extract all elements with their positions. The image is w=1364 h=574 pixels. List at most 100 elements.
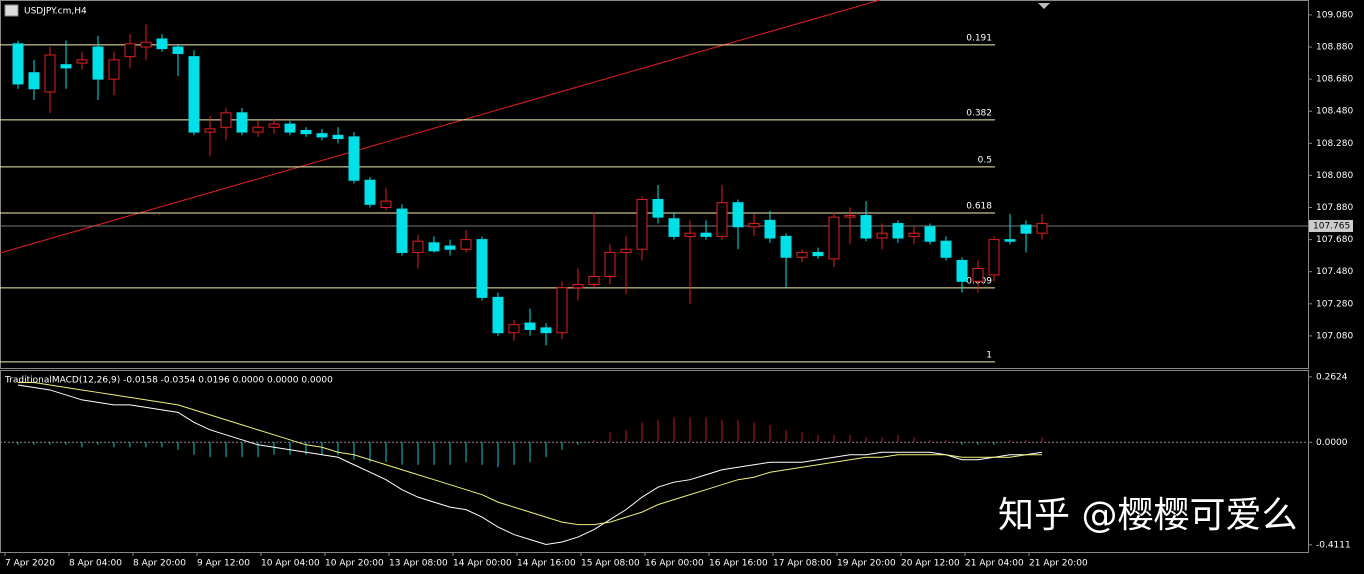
candle-body (460, 239, 472, 250)
plot-layer: 109.080 108.880 108.680 108.480 108.280 108.0… (0, 10, 1353, 569)
shift-marker (1038, 3, 1050, 9)
y-tick-label: 107.280 (1316, 299, 1353, 309)
x-tick-label: 21 Apr 04:00 (965, 559, 1024, 569)
candle-body (972, 267, 984, 282)
candle-body (156, 38, 168, 50)
candle-body (812, 251, 824, 257)
fib-label: 0.191 (966, 33, 992, 43)
macd-title: TraditionalMACD(12,26,9) -0.0158 -0.0354… (4, 376, 333, 386)
fib-label: 0.618 (966, 201, 992, 211)
candle-body (236, 112, 248, 133)
candle-body (332, 134, 344, 140)
candle-body (876, 232, 888, 239)
fib-label: 0.382 (966, 108, 992, 118)
trend-line (0, 0, 881, 254)
candle-body (444, 245, 456, 250)
candle-body (604, 251, 616, 278)
watermark: 知乎 @樱樱可爱么 (998, 495, 1297, 536)
x-tick-label: 9 Apr 12:00 (197, 559, 250, 569)
candle-body (476, 239, 488, 298)
y-tick-label: 107.680 (1316, 235, 1353, 245)
candle-body (300, 129, 312, 135)
candle-body (1036, 223, 1048, 234)
candle-body (572, 284, 584, 289)
candle-body (908, 232, 920, 237)
candle-body (652, 198, 664, 218)
x-tick-label: 8 Apr 04:00 (69, 559, 122, 569)
candle-body (684, 232, 696, 237)
candle-body (348, 136, 360, 181)
candle-body (860, 215, 872, 239)
y-tick-label: 107.880 (1316, 203, 1353, 213)
candle-body (828, 216, 840, 260)
candle-body (892, 223, 904, 239)
candle-body (732, 202, 744, 228)
candle-body (988, 239, 1000, 276)
x-tick-label: 13 Apr 08:00 (389, 559, 448, 569)
x-tick-label: 10 Apr 20:00 (325, 559, 384, 569)
candle-body (76, 59, 88, 64)
y-tick-label: 107.480 (1316, 267, 1353, 277)
x-tick-label: 17 Apr 08:00 (773, 559, 832, 569)
price-panel (0, 0, 1309, 369)
x-tick-label: 14 Apr 00:00 (453, 559, 512, 569)
y-tick-label: 0.2624 (1316, 372, 1348, 382)
y-tick-label: 108.880 (1316, 43, 1353, 53)
macd-line (17, 384, 1043, 546)
candle-body (28, 72, 40, 90)
candle-body (92, 46, 104, 80)
candle-body (1004, 239, 1016, 242)
candle-body (636, 198, 648, 250)
candle-body (940, 240, 952, 258)
candle-body (620, 248, 632, 253)
y-tick-label: 108.080 (1316, 171, 1353, 181)
x-tick-label: 7 Apr 2020 (5, 559, 55, 569)
candle-body (140, 41, 152, 48)
candle-body (540, 327, 552, 334)
candle-body (764, 219, 776, 239)
candle-body (748, 223, 760, 228)
candle-body (12, 43, 24, 85)
window-icon (4, 4, 19, 17)
candle-body (252, 126, 264, 133)
candle-body (524, 322, 536, 330)
candle-body (428, 242, 440, 252)
candle-body (780, 235, 792, 258)
y-tick-label: -0.4111 (1316, 540, 1351, 550)
x-tick-label: 10 Apr 04:00 (261, 559, 320, 569)
y-tick-label: 108.480 (1316, 107, 1353, 117)
x-tick-label: 8 Apr 20:00 (133, 559, 186, 569)
x-tick-label: 21 Apr 20:00 (1029, 559, 1088, 569)
y-tick-label: 107.080 (1316, 331, 1353, 341)
candle-body (172, 46, 184, 54)
candle-body (924, 226, 936, 242)
price-tag-label: 107.765 (1313, 221, 1350, 231)
candle-body (316, 133, 328, 138)
candle-body (844, 215, 856, 218)
y-tick-label: 108.680 (1316, 75, 1353, 85)
candle-body (268, 123, 280, 128)
macd-panel (0, 370, 1309, 553)
candle-body (492, 296, 504, 334)
x-tick-label: 15 Apr 08:00 (581, 559, 640, 569)
candle-body (44, 54, 56, 93)
candle-body (60, 64, 72, 69)
fib-label: 0.5 (978, 155, 992, 165)
candle-body (668, 218, 680, 237)
candle-body (108, 59, 120, 80)
candle-body (364, 179, 376, 205)
candle-body (220, 112, 232, 128)
candle-body (1020, 224, 1032, 234)
candle-body (380, 200, 392, 209)
candle-body (556, 287, 568, 334)
x-tick-label: 19 Apr 20:00 (837, 559, 896, 569)
y-tick-label: 0.0000 (1316, 438, 1348, 448)
candle-body (188, 56, 200, 133)
candle-body (412, 240, 424, 253)
fib-label: 1 (986, 350, 992, 360)
candle-body (700, 232, 712, 237)
x-tick-label: 16 Apr 16:00 (709, 559, 768, 569)
